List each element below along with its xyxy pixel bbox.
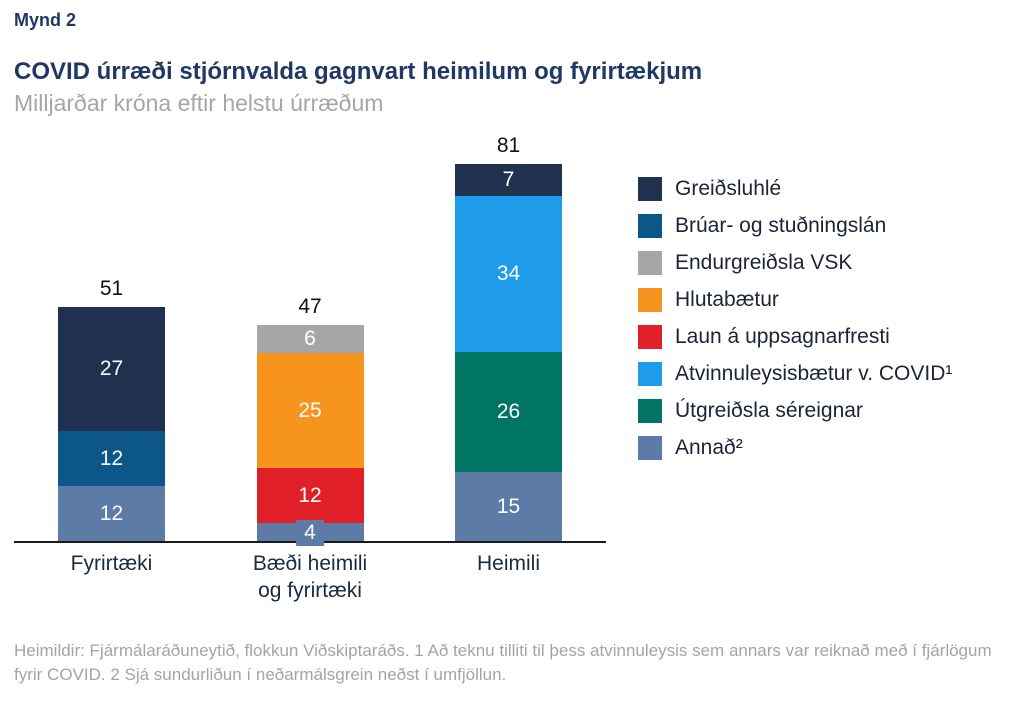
bar-3: 81 7 34 26 15 — [455, 134, 562, 541]
legend-swatch — [638, 177, 662, 201]
bar-total-label: 81 — [496, 134, 521, 157]
x-axis-label: Fyrirtæki — [58, 550, 165, 605]
legend-swatch — [638, 399, 662, 423]
x-axis-label-line: Fyrirtæki — [70, 552, 153, 575]
segment-value-label: 4 — [296, 520, 324, 546]
legend-item: Hlutabætur — [638, 288, 952, 312]
legend-item: Útgreiðsla séreignar — [638, 399, 952, 423]
bar-1: 51 27 12 12 — [58, 277, 165, 541]
legend-label: Annað² — [675, 436, 743, 459]
legend-label: Útgreiðsla séreignar — [675, 399, 863, 422]
legend-swatch — [638, 325, 662, 349]
figure-label: Mynd 2 — [14, 10, 77, 30]
legend-item: Laun á uppsagnarfresti — [638, 325, 952, 349]
segment-value-label: 15 — [496, 494, 521, 518]
bar-segment: 12 — [58, 486, 165, 541]
legend-label: Hlutabætur — [675, 288, 779, 311]
chart-subtitle: Milljarðar króna eftir helstu úrræðum — [14, 90, 384, 116]
legend-item: Endurgreiðsla VSK — [638, 251, 952, 275]
x-axis-label: Heimili — [455, 550, 562, 605]
bar-segment: 12 — [58, 431, 165, 486]
legend-item: Brúar- og stuðningslán — [638, 214, 952, 238]
legend-item: Greiðsluhlé — [638, 177, 952, 201]
segment-value-label: 27 — [99, 357, 124, 380]
x-axis-label-line: og fyrirtæki — [258, 579, 362, 603]
chart-area: 51 27 12 12 47 6 25 12 4 81 7 34 26 15 Fyrirtæki Bæði … — [14, 134, 1018, 605]
chart-title: COVID úrræði stjórnvalda gagnvart heimil… — [14, 58, 703, 85]
plot-area: 51 27 12 12 47 6 25 12 4 81 7 34 26 15 Fyrirtæki Bæði … — [14, 134, 606, 605]
segment-value-label: 26 — [496, 400, 521, 423]
segment-value-label: 12 — [99, 501, 124, 525]
segment-value-label: 34 — [496, 262, 521, 285]
source-note: Heimildir: Fjármálaráðuneytið, flokkun V… — [14, 640, 992, 685]
legend-item: Annað² — [638, 436, 952, 460]
legend-swatch — [638, 362, 662, 386]
segment-value-label: 25 — [298, 398, 322, 422]
bar-segment: 7 — [455, 164, 562, 196]
x-axis-label-line: Bæði heimili — [252, 552, 368, 575]
x-axis-label: Bæði heimili og fyrirtæki — [253, 550, 367, 605]
bar-total-label: 51 — [99, 277, 124, 300]
legend-label: Greiðsluhlé — [675, 177, 782, 200]
legend-label: Brúar- og stuðningslán — [675, 214, 887, 237]
bar-segment: 15 — [455, 472, 562, 541]
segment-value-label: 7 — [502, 168, 515, 191]
legend-label: Atvinnuleysisbætur v. COVID¹ — [675, 362, 953, 385]
x-axis-label-line: Heimili — [477, 552, 540, 575]
segment-value-label: 12 — [99, 446, 124, 470]
segment-value-label: 12 — [298, 483, 322, 507]
legend-label: Laun á uppsagnarfresti — [675, 325, 890, 348]
chart-legend: Greiðsluhlé Brúar- og stuðningslán Endurgr… — [638, 163, 952, 605]
bar-2: 47 6 25 12 4 — [256, 295, 364, 546]
legend-swatch — [638, 214, 662, 238]
x-axis-labels: Fyrirtæki Bæði heimili og fyrirtæki Heimili — [14, 550, 606, 605]
bar-segment: 34 — [455, 196, 562, 352]
plot-bars: 51 27 12 12 47 6 25 12 4 81 7 34 26 15 — [14, 134, 606, 546]
bar-segment: 4 — [256, 520, 364, 546]
bar-segment: 27 — [58, 307, 165, 431]
legend-label: Endurgreiðsla VSK — [675, 251, 853, 274]
bar-segment: 26 — [455, 352, 562, 472]
bar-segment: 12 — [256, 468, 364, 523]
segment-value-label: 6 — [304, 327, 316, 350]
legend-swatch — [638, 288, 662, 312]
legend-item: Atvinnuleysisbætur v. COVID¹ — [638, 362, 952, 386]
bar-total-label: 47 — [298, 295, 322, 318]
bar-segment: 6 — [256, 325, 364, 353]
bar-segment: 25 — [256, 353, 364, 468]
legend-swatch — [638, 251, 662, 275]
legend-swatch — [638, 436, 662, 460]
